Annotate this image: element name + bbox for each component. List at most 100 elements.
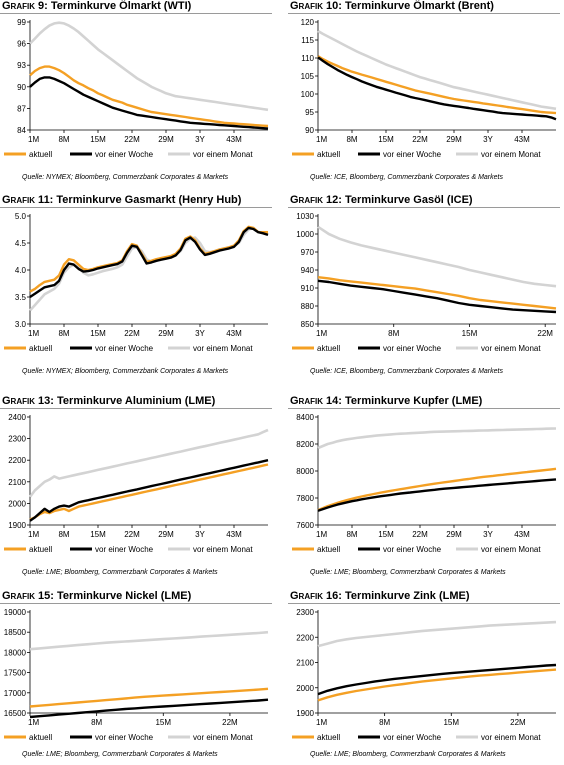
legend-label-monat: vor einem Monat <box>481 150 541 159</box>
legend-label-monat: vor einem Monat <box>481 545 541 554</box>
x-tick-label: 15M <box>90 135 106 144</box>
legend-label-monat: vor einem Monat <box>193 344 253 353</box>
chart-title-number: 10: <box>323 0 346 12</box>
chart-source: Quelle: LME; Bloomberg, Commerzbank Corp… <box>22 569 218 576</box>
x-tick-label: 29M <box>446 135 462 144</box>
y-tick-label: 17000 <box>4 689 27 698</box>
x-tick-label: 29M <box>446 530 462 539</box>
series-line-monat <box>317 427 557 450</box>
x-tick-label: 8M <box>346 135 357 144</box>
x-tick-label: 22M <box>124 135 140 144</box>
chart-title: Grafik 9: Terminkurve Ölmarkt (WTI) <box>2 0 191 12</box>
chart-title-grafik: Grafik <box>290 395 323 407</box>
y-tick-label: 84 <box>17 126 26 135</box>
y-tick-label: 2000 <box>296 684 314 693</box>
chart-panel-16: Grafik 16: Terminkurve Zink (LME) Quelle:… <box>288 590 560 765</box>
chart-title-text: Terminkurve Zink (LME) <box>345 590 470 602</box>
x-tick-label: 15M <box>90 329 106 338</box>
y-tick-label: 910 <box>301 284 315 293</box>
x-tick-label: 8M <box>58 329 69 338</box>
x-tick-label: 1M <box>28 718 39 727</box>
series-line-monat <box>29 21 269 112</box>
y-tick-label: 2300 <box>8 435 26 444</box>
y-tick-label: 2000 <box>8 499 26 508</box>
x-tick-label: 8M <box>58 135 69 144</box>
x-tick-label: 3Y <box>195 329 205 338</box>
series-line-monat <box>317 29 557 111</box>
y-tick-label: 4.5 <box>15 239 27 248</box>
y-tick-label: 18000 <box>4 648 27 657</box>
x-tick-label: 29M <box>158 135 174 144</box>
y-tick-label: 7800 <box>296 494 314 503</box>
series-line-aktuell <box>29 65 269 128</box>
series-line-aktuell <box>29 463 269 521</box>
series-line-woche <box>317 279 557 314</box>
y-tick-label: 2100 <box>296 659 314 668</box>
series-line-woche <box>29 698 269 719</box>
x-tick-label: 8M <box>379 718 390 727</box>
chart-panel-13: Grafik 13: Terminkurve Aluminium (LME) Qu… <box>0 395 272 583</box>
title-rule <box>0 408 272 409</box>
chart-title-number: 9: <box>35 0 51 12</box>
y-tick-label: 17500 <box>4 669 27 678</box>
chart-title: Grafik 12: Terminkurve Gasöl (ICE) <box>290 194 473 206</box>
chart-title-grafik: Grafik <box>2 395 35 407</box>
chart-panel-11: Grafik 11: Terminkurve Gasmarkt (Henry H… <box>0 194 272 382</box>
legend-label-aktuell: aktuell <box>317 344 340 353</box>
chart-svg: 1900 2000 2100 2200 2300 1M 8M 15M 22M aktuell vor… <box>292 608 557 742</box>
chart-svg: 1900 2000 2100 2200 2300 2400 1M 8M 15M 22M 29M 3Y 4… <box>4 413 269 554</box>
title-rule <box>288 207 560 208</box>
y-tick-label: 940 <box>301 266 315 275</box>
chart-title-grafik: Grafik <box>2 590 35 602</box>
y-tick-label: 880 <box>301 302 315 311</box>
chart-source: Quelle: ICE, Bloomberg, Commerzbank Corp… <box>310 174 503 181</box>
y-tick-label: 3.0 <box>15 320 27 329</box>
legend-label-monat: vor einem Monat <box>481 344 541 353</box>
x-tick-label: 15M <box>462 329 478 338</box>
legend-label-aktuell: aktuell <box>29 733 52 742</box>
x-tick-label: 22M <box>537 329 553 338</box>
y-tick-label: 95 <box>305 108 314 117</box>
chart-title-number: 15: <box>35 590 58 602</box>
x-tick-label: 8M <box>388 329 399 338</box>
x-tick-label: 22M <box>412 530 428 539</box>
series-line-aktuell <box>29 687 269 708</box>
title-rule <box>0 13 272 14</box>
chart-source: Quelle: LME; Bloomberg, Commerzbank Corp… <box>310 751 506 758</box>
chart-title-text: Terminkurve Aluminium (LME) <box>57 395 216 407</box>
chart-svg: 90 95 100 105 110 115 120 1M 8M 15M 22M 29M 3Y 43M akt… <box>292 18 557 159</box>
chart-title-grafik: Grafik <box>2 0 35 12</box>
x-tick-label: 3Y <box>195 530 205 539</box>
y-tick-label: 970 <box>301 248 315 257</box>
x-tick-label: 3Y <box>195 135 205 144</box>
chart-source: Quelle: NYMEX; Bloomberg, Commerzbank Co… <box>22 368 229 375</box>
series-line-aktuell <box>317 55 557 115</box>
legend-label-woche: vor einer Woche <box>95 545 154 554</box>
series-line-woche <box>29 76 269 130</box>
series-line-woche <box>29 226 269 299</box>
chart-panel-10: Grafik 10: Terminkurve Ölmarkt (Brent) Qu… <box>288 0 560 188</box>
legend-label-aktuell: aktuell <box>317 545 340 554</box>
x-tick-label: 8M <box>91 718 102 727</box>
legend-label-monat: vor einem Monat <box>193 150 253 159</box>
chart-title-grafik: Grafik <box>290 194 323 206</box>
y-tick-label: 110 <box>301 54 314 63</box>
x-tick-label: 15M <box>378 135 394 144</box>
legend-label-aktuell: aktuell <box>29 150 52 159</box>
x-tick-label: 15M <box>90 530 106 539</box>
y-tick-label: 1900 <box>296 709 314 718</box>
chart-source: Quelle: NYMEX; Bloomberg, Commerzbank Co… <box>22 174 229 181</box>
legend-label-aktuell: aktuell <box>317 150 340 159</box>
series-line-monat <box>317 225 557 288</box>
y-tick-label: 16500 <box>4 709 27 718</box>
y-tick-label: 2400 <box>8 413 26 422</box>
series-line-monat <box>28 428 269 498</box>
y-tick-label: 8000 <box>296 467 314 476</box>
legend-label-aktuell: aktuell <box>317 733 340 742</box>
series-line-aktuell <box>317 276 557 310</box>
title-rule <box>288 408 560 409</box>
y-tick-label: 1000 <box>296 230 314 239</box>
x-tick-label: 1M <box>28 329 39 338</box>
y-tick-label: 87 <box>17 104 26 113</box>
legend-label-monat: vor einem Monat <box>193 733 253 742</box>
